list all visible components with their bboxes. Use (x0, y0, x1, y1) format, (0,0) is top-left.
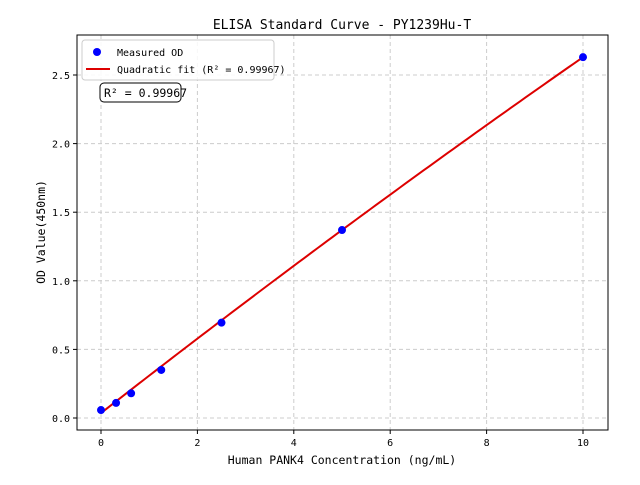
plot-frame (76, 34, 609, 431)
legend: Measured OD Quadratic fit (R² = 0.99967) (81, 39, 286, 81)
x-tick-label: 6 (387, 438, 393, 449)
data-point (157, 365, 166, 374)
chart-title: ELISA Standard Curve - PY1239Hu-T (213, 18, 471, 33)
x-tick-label: 10 (577, 438, 589, 449)
data-point (127, 389, 136, 398)
fit-line (100, 56, 584, 414)
x-tick-label: 0 (98, 438, 104, 449)
y-tick-label: 2.0 (52, 140, 70, 151)
legend-marker-measured (93, 48, 101, 56)
y-axis-label: OD Value(450nm) (34, 180, 48, 284)
data-point (217, 318, 226, 327)
legend-label-fit: Quadratic fit (R² = 0.99967) (117, 65, 286, 76)
points-group (97, 53, 587, 415)
x-tick-label: 4 (291, 438, 297, 449)
y-tick-label: 0.5 (52, 345, 70, 356)
data-point (112, 398, 121, 407)
svg-text:R² = 0.99967: R² = 0.99967 (104, 86, 187, 100)
data-point (579, 53, 587, 62)
data-point (97, 406, 105, 415)
x-tick-label: 8 (484, 438, 490, 449)
y-tick-label: 2.5 (52, 71, 70, 82)
grid (77, 35, 608, 430)
legend-label-measured: Measured OD (117, 48, 183, 59)
x-axis-label: Human PANK4 Concentration (ng/mL) (228, 453, 456, 467)
y-tick-label: 0.0 (52, 414, 70, 425)
r2-annotation: R² = 0.99967 (99, 82, 187, 103)
x-tick-label: 2 (194, 438, 200, 449)
data-point (338, 226, 346, 235)
y-tick-label: 1.0 (52, 277, 70, 288)
y-tick-label: 1.5 (52, 208, 70, 219)
ticks: 0 2 4 6 8 10 0.0 0.5 1.0 1.5 2.0 2.5 (52, 71, 589, 449)
fit-line-group (100, 56, 584, 414)
